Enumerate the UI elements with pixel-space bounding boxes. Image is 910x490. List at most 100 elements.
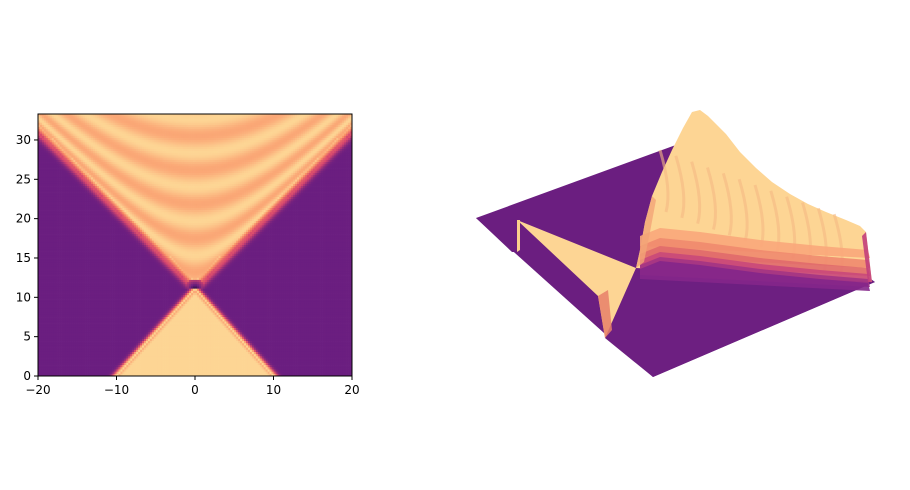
heatmap-cell bbox=[325, 180, 327, 183]
heatmap-cell bbox=[330, 134, 332, 137]
heatmap-cell bbox=[230, 155, 232, 158]
heatmap-cell bbox=[111, 142, 113, 145]
heatmap-cell bbox=[73, 142, 75, 145]
heatmap-cell bbox=[173, 134, 175, 137]
heatmap-cell bbox=[95, 180, 97, 183]
heatmap-cell bbox=[252, 145, 254, 148]
heatmap-cell bbox=[166, 138, 168, 141]
heatmap-cell bbox=[238, 151, 240, 154]
heatmap-cell bbox=[134, 173, 136, 176]
heatmap-cell bbox=[56, 166, 58, 169]
heatmap-cell bbox=[222, 164, 224, 167]
heatmap-cell bbox=[50, 121, 52, 124]
heatmap-cell bbox=[87, 149, 89, 152]
heatmap-cell bbox=[291, 153, 293, 156]
heatmap-cell bbox=[246, 127, 248, 130]
heatmap-cell bbox=[252, 134, 254, 137]
heatmap-cell bbox=[315, 149, 317, 152]
heatmap-cell bbox=[73, 134, 75, 137]
heatmap-cell bbox=[183, 123, 185, 126]
heatmap-cell bbox=[246, 177, 248, 180]
heatmap-cell bbox=[128, 151, 130, 154]
heatmap-cell bbox=[315, 158, 317, 161]
heatmap-cell bbox=[105, 173, 107, 176]
heatmap-cell bbox=[65, 164, 67, 167]
heatmap-cell bbox=[315, 142, 317, 145]
heatmap-cell bbox=[42, 162, 44, 165]
heatmap-cell bbox=[291, 127, 293, 130]
heatmap-cell bbox=[95, 127, 97, 130]
heatmap-cell bbox=[191, 131, 193, 134]
heatmap-cell bbox=[238, 131, 240, 134]
heatmap-cell bbox=[222, 134, 224, 137]
heatmap-cell bbox=[120, 127, 122, 130]
heatmap-cell bbox=[73, 166, 75, 169]
heatmap-cell bbox=[191, 164, 193, 167]
heatmap-cell bbox=[325, 140, 327, 143]
heatmap-cell bbox=[348, 160, 350, 163]
heatmap-cell bbox=[330, 125, 332, 128]
heatmap-cell bbox=[73, 162, 75, 165]
heatmap-cell bbox=[205, 131, 207, 134]
heatmap-cell bbox=[158, 138, 160, 141]
heatmap-cell bbox=[348, 162, 350, 165]
heatmap-cell bbox=[309, 147, 311, 150]
heatmap-cell bbox=[95, 177, 97, 180]
heatmap-cell bbox=[309, 153, 311, 156]
heatmap-cell bbox=[277, 164, 279, 167]
heatmap-cell bbox=[205, 125, 207, 128]
heatmap-cell bbox=[252, 138, 254, 141]
heatmap-cell bbox=[285, 116, 287, 119]
heatmap-cell bbox=[252, 149, 254, 152]
heatmap-cell bbox=[291, 136, 293, 139]
heatmap-cell bbox=[199, 116, 201, 119]
heatmap-cell bbox=[191, 175, 193, 178]
heatmap-cell bbox=[183, 140, 185, 143]
heatmap-cell bbox=[158, 145, 160, 148]
heatmap-cell bbox=[315, 153, 317, 156]
heatmap-cell bbox=[270, 125, 272, 128]
heatmap-cell bbox=[120, 177, 122, 180]
heatmap-cell bbox=[315, 131, 317, 134]
heatmap-cell bbox=[56, 158, 58, 161]
heatmap-cell bbox=[213, 175, 215, 178]
heatmap-cell bbox=[73, 118, 75, 121]
heatmap-cell bbox=[309, 134, 311, 137]
heatmap-cell bbox=[95, 140, 97, 143]
heatmap-cell bbox=[120, 162, 122, 165]
heatmap-cell bbox=[340, 129, 342, 132]
heatmap-cell bbox=[325, 149, 327, 152]
heatmap-cell bbox=[173, 142, 175, 145]
heatmap-cell bbox=[183, 125, 185, 128]
heatmap-cell bbox=[50, 153, 52, 156]
heatmap-cell bbox=[166, 116, 168, 119]
heatmap-cell bbox=[285, 158, 287, 161]
heatmap-cell bbox=[340, 171, 342, 174]
heatmap-cell bbox=[56, 134, 58, 137]
heatmap-cell bbox=[158, 155, 160, 158]
heatmap-cell bbox=[213, 153, 215, 156]
heatmap-cell bbox=[158, 129, 160, 132]
heatmap-cell bbox=[173, 149, 175, 152]
heatmap-cell bbox=[191, 166, 193, 169]
heatmap-cell bbox=[81, 123, 83, 126]
heatmap-cell bbox=[183, 129, 185, 132]
heatmap-cell bbox=[230, 153, 232, 156]
heatmap-cell bbox=[128, 127, 130, 130]
heatmap-cell bbox=[325, 134, 327, 137]
heatmap-cell bbox=[87, 151, 89, 154]
heatmap-cell bbox=[213, 169, 215, 172]
heatmap-cell bbox=[301, 121, 303, 124]
heatmap-cell bbox=[270, 131, 272, 134]
heatmap-cell bbox=[330, 121, 332, 124]
heatmap-cell bbox=[42, 164, 44, 167]
heatmap-cell bbox=[183, 180, 185, 183]
heatmap-cell bbox=[56, 147, 58, 150]
heatmap-cell bbox=[183, 127, 185, 130]
heatmap-cell bbox=[348, 138, 350, 141]
heatmap-cell bbox=[134, 116, 136, 119]
heatmap-cell bbox=[87, 131, 89, 134]
heatmap-cell bbox=[87, 155, 89, 158]
heatmap-cell bbox=[348, 127, 350, 130]
